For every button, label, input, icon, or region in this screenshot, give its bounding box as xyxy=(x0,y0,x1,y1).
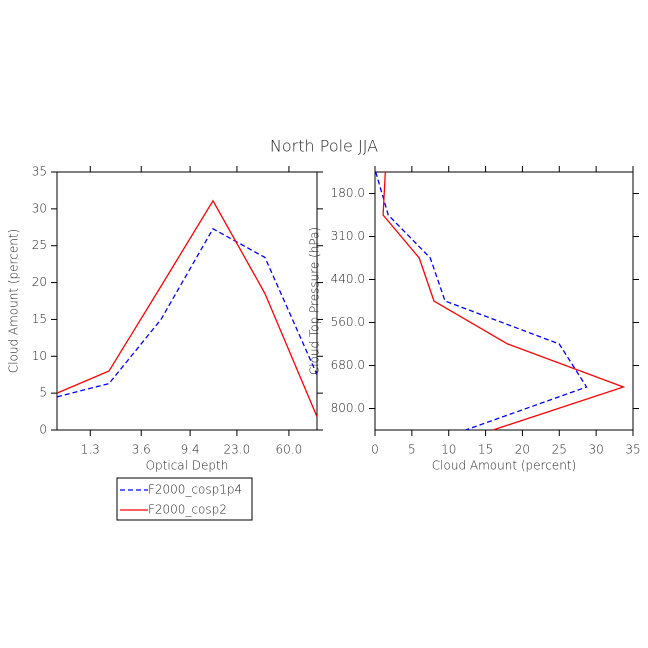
legend-box xyxy=(116,477,253,521)
legend-label: F2000_cosp2 xyxy=(148,503,227,517)
series-line xyxy=(56,227,318,398)
x-tick-label: 5 xyxy=(408,443,416,457)
y-tick-label: 5 xyxy=(39,386,47,400)
legend-label: F2000_cosp1p4 xyxy=(148,483,242,497)
y-tick-label: 800.0 xyxy=(331,401,365,415)
x-tick-label: 15 xyxy=(478,443,493,457)
y-tick-label: 25 xyxy=(32,238,47,252)
y-axis-label: Cloud Top Pressure (hPa) xyxy=(308,227,322,375)
x-tick-label: 20 xyxy=(515,443,530,457)
x-tick-label: 9.4 xyxy=(181,443,200,457)
y-axis-label: Cloud Amount (percent) xyxy=(7,229,21,373)
plot-frame xyxy=(374,171,634,431)
x-axis-label: Optical Depth xyxy=(146,459,229,473)
x-tick-label: 23.0 xyxy=(224,443,251,457)
x-tick-label: 10 xyxy=(441,443,456,457)
figure-title: North Pole JJA xyxy=(270,137,378,156)
x-tick-label: 60.0 xyxy=(276,443,303,457)
y-tick-label: 30 xyxy=(32,201,47,215)
y-tick-label: 20 xyxy=(32,275,47,289)
y-tick-label: 440.0 xyxy=(331,272,365,286)
x-axis-label: Cloud Amount (percent) xyxy=(432,459,576,473)
y-tick-label: 680.0 xyxy=(331,358,365,372)
x-tick-label: 30 xyxy=(589,443,604,457)
x-tick-label: 0 xyxy=(371,443,379,457)
x-tick-label: 25 xyxy=(552,443,567,457)
series-line xyxy=(375,171,588,431)
y-tick-label: 15 xyxy=(32,312,47,326)
x-tick-label: 1.3 xyxy=(81,443,100,457)
series-line xyxy=(382,171,626,431)
x-tick-label: 3.6 xyxy=(132,443,151,457)
y-tick-label: 35 xyxy=(32,165,47,179)
x-tick-label: 35 xyxy=(625,443,640,457)
y-tick-label: 0 xyxy=(39,423,47,437)
y-tick-label: 560.0 xyxy=(331,315,365,329)
y-tick-label: 180.0 xyxy=(331,186,365,200)
y-tick-label: 310.0 xyxy=(331,229,365,243)
series-line xyxy=(56,199,318,417)
y-tick-label: 10 xyxy=(32,349,47,363)
plot-frame xyxy=(56,171,318,431)
